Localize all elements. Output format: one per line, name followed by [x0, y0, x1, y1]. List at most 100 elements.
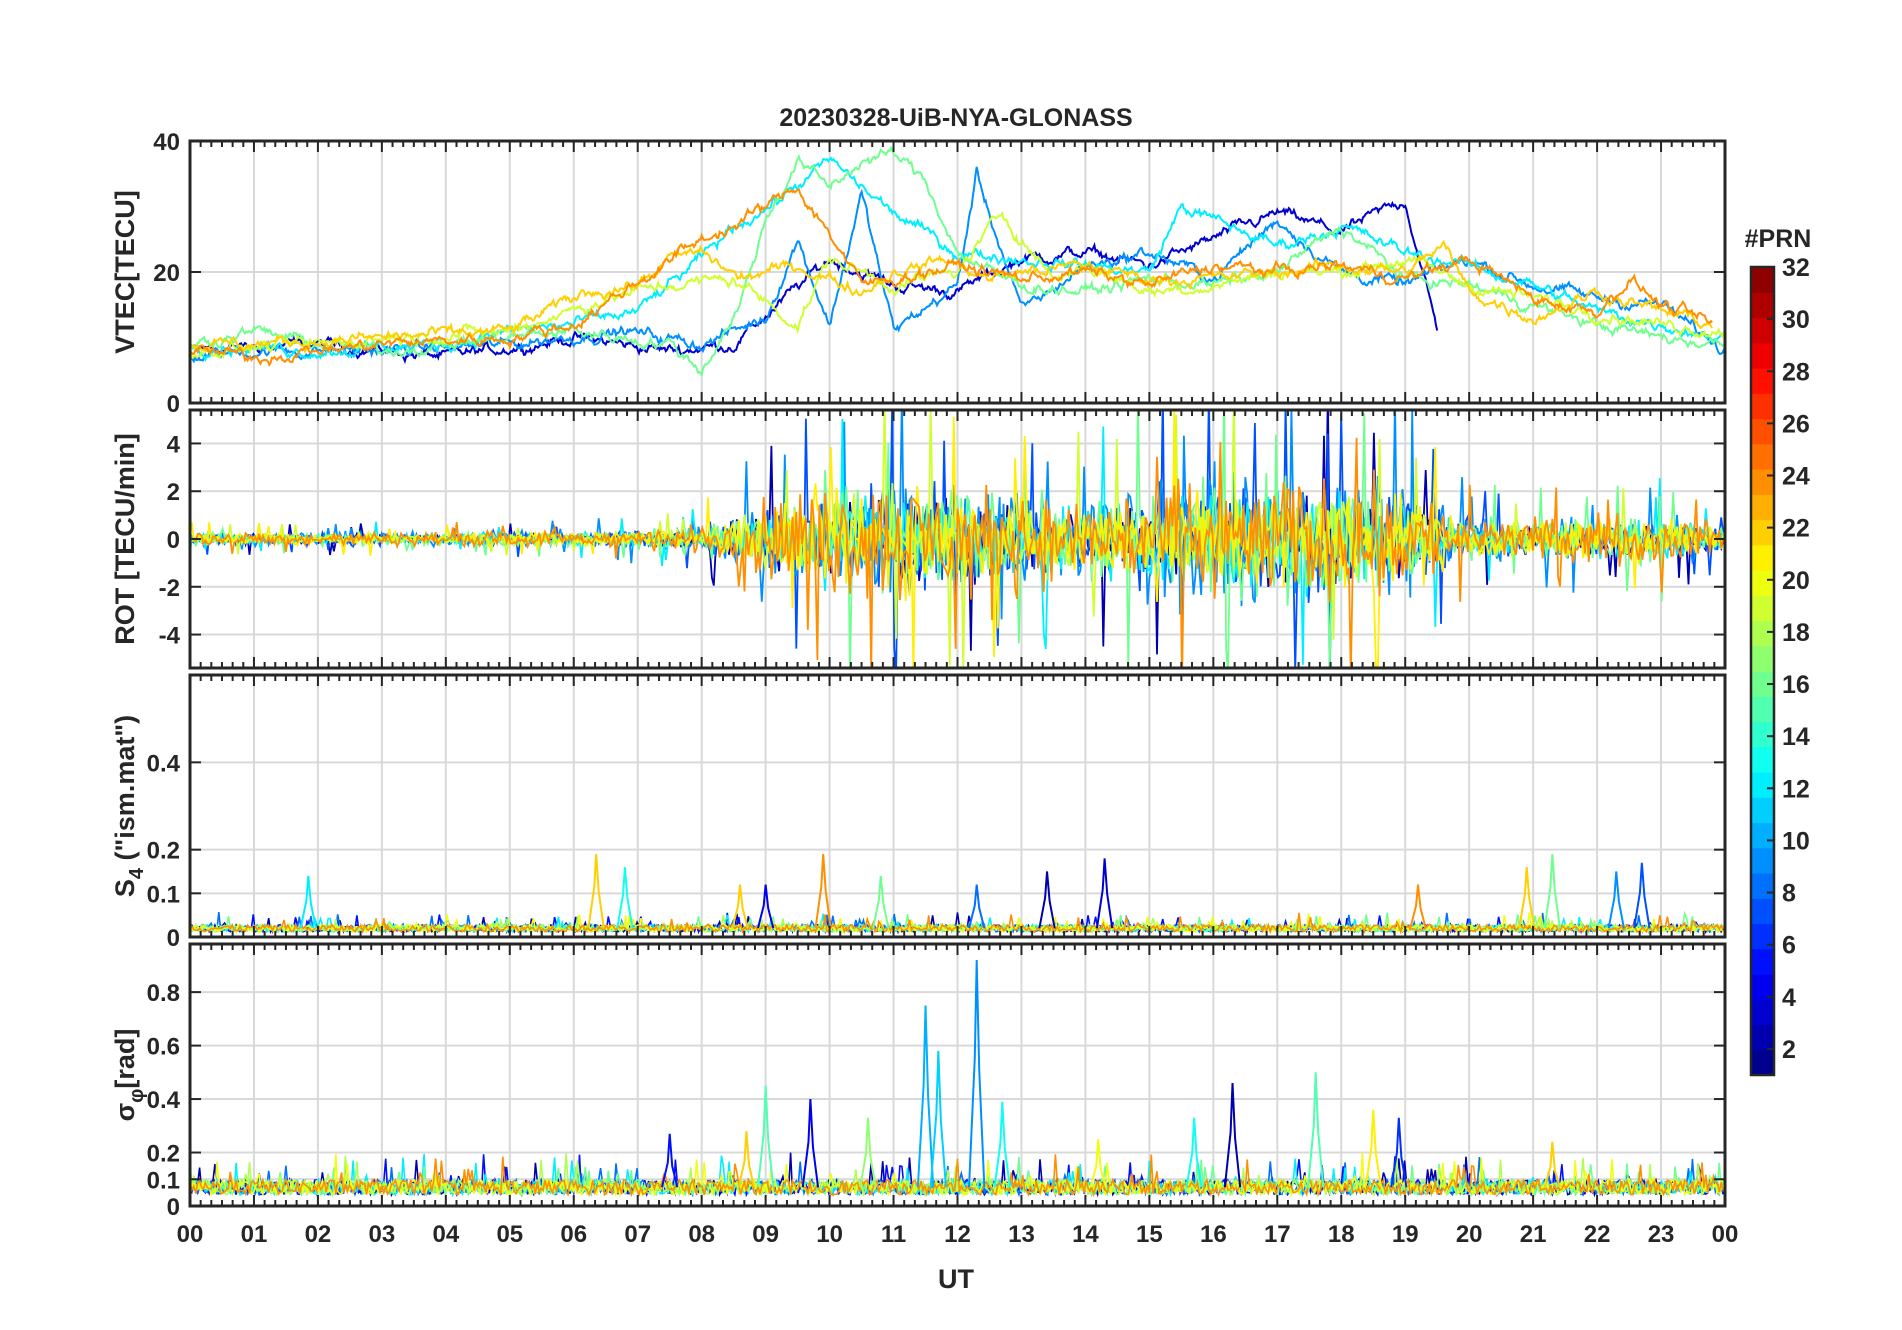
x-tick-label: 17: [1264, 1221, 1291, 1248]
colorbar-tick-label: 6: [1782, 932, 1796, 960]
colorbar-segment: [1751, 519, 1774, 546]
vtec-panel: 0 20 40 VTEC[TECU]: [110, 129, 1727, 418]
x-tick-label: 14: [1072, 1221, 1099, 1248]
x-axis-label: UT: [938, 1264, 974, 1294]
y-tick-label: 0: [167, 1194, 180, 1221]
colorbar-segment: [1751, 721, 1774, 748]
sigma_phi-spike: [993, 1101, 1011, 1188]
x-tick-label: 00: [1712, 1221, 1739, 1248]
ylabel-main: S: [110, 879, 140, 897]
colorbar-segment: [1751, 797, 1774, 824]
x-tick-label: 12: [944, 1221, 971, 1248]
ylabel-subscript: φ: [126, 1089, 148, 1103]
y-tick-label: 0.1: [147, 881, 180, 908]
sigma_phi-spike: [916, 1005, 935, 1188]
axes-frame: [188, 139, 1727, 405]
y-tick-label: -4: [159, 623, 181, 650]
x-tick-label: 06: [560, 1221, 587, 1248]
colorbar-tick-label: 10: [1782, 827, 1810, 855]
colorbar-segment: [1751, 1024, 1774, 1051]
data-layer: [190, 410, 1724, 668]
colorbar-segment: [1751, 772, 1774, 798]
colorbar-segment: [1751, 873, 1774, 899]
y-tick-label: 20: [153, 260, 180, 287]
colorbar-segment: [1751, 443, 1774, 470]
colorbar-segment: [1751, 822, 1774, 849]
colorbar-segment: [1751, 469, 1774, 495]
colorbar-tick-label: 24: [1782, 463, 1810, 491]
tick-marks: [189, 675, 1726, 938]
y-tick-label: 0.6: [147, 1034, 180, 1061]
vtec-series-prn-24: [190, 188, 1713, 367]
x-tick-label: 23: [1648, 1221, 1675, 1248]
colorbar-tick-label: 22: [1782, 515, 1810, 543]
s4-spike: [1409, 884, 1427, 929]
y-tick-label: 0.1: [147, 1167, 180, 1194]
sigma_phi-series-prn-24: [190, 1154, 1724, 1198]
y-tick-label: 0.4: [147, 1087, 181, 1114]
s4-spike: [1095, 858, 1114, 929]
x-tick-label: 16: [1200, 1221, 1227, 1248]
s4-spike: [587, 853, 605, 929]
sigma_phi-spike: [929, 1050, 947, 1188]
colorbar-segment: [1751, 1049, 1774, 1076]
data-layer: [190, 960, 1724, 1198]
axes-frame: [188, 408, 1727, 670]
sigma_phi-spike: [1543, 1141, 1561, 1188]
y-tick-label: 0.8: [147, 980, 180, 1007]
x-tick-label: 04: [432, 1221, 459, 1248]
ylabel-main: σ: [110, 1103, 140, 1121]
s4-spike: [1518, 867, 1536, 929]
s4-spike: [872, 875, 890, 929]
s4-spike: [616, 867, 634, 929]
y-tick-label: 40: [153, 129, 180, 156]
x-tick-label: 03: [369, 1221, 396, 1248]
colorbar-segment: [1751, 418, 1774, 445]
axes-frame: [188, 673, 1727, 939]
x-tick-label: 21: [1520, 1221, 1547, 1248]
colorbar-tick-label: 2: [1782, 1036, 1796, 1064]
sigma-phi-panel: 00.10.2 0.4 0.6 0.8 σφ[rad]: [110, 942, 1727, 1221]
colorbar-segment: [1751, 342, 1774, 369]
colorbar-segment: [1751, 847, 1774, 874]
sigma_phi-spike: [1390, 1117, 1408, 1188]
colorbar-tick-label: 26: [1782, 410, 1810, 438]
sigma_phi-spike: [1089, 1139, 1107, 1188]
ylabel-rest: [rad]: [110, 1029, 140, 1089]
x-tick-label: 11: [881, 1221, 906, 1248]
sigma_phi-spike: [756, 1085, 775, 1188]
y-tick-label: 0: [167, 527, 180, 554]
sigma_phi-spike: [801, 1099, 820, 1188]
s4-y-axis-label: S4 ("ism.mat"): [110, 715, 148, 897]
colorbar-segment: [1751, 595, 1774, 622]
y-tick-label: 0.4: [147, 750, 181, 777]
y-tick-label: 2: [167, 479, 180, 506]
s4-spike: [968, 884, 986, 929]
x-tick-label: 20: [1456, 1221, 1483, 1248]
x-tick-label: 05: [496, 1221, 523, 1248]
y-tick-label: 0: [167, 391, 180, 418]
x-tick-label: 22: [1584, 1221, 1611, 1248]
sigma_phi-y-axis-label: σφ[rad]: [110, 1029, 148, 1122]
colorbar-tick-label: 8: [1782, 880, 1796, 908]
x-tick-label: 02: [305, 1221, 332, 1248]
rot-y-axis-label: ROT [TECU/min]: [110, 433, 140, 644]
colorbar-tick-label: 12: [1782, 775, 1810, 803]
x-tick-label: 10: [816, 1221, 843, 1248]
colorbar-tick-label: 18: [1782, 619, 1810, 647]
sigma_phi-spike: [859, 1117, 877, 1188]
colorbar-tick-label: 14: [1782, 723, 1810, 751]
s4-panel: 00.10.20.4S4 ("ism.mat"): [110, 673, 1727, 952]
sigma_phi-spike: [1306, 1072, 1325, 1188]
colorbar-segment: [1751, 948, 1774, 975]
s4-spike: [299, 875, 317, 929]
colorbar-segment: [1751, 544, 1774, 571]
colorbar-segment: [1751, 494, 1774, 521]
s4-spike: [731, 884, 749, 929]
x-tick-label: 09: [752, 1221, 779, 1248]
y-tick-label: -2: [159, 575, 180, 602]
sigma_phi-spike: [968, 960, 986, 1188]
sigma_phi-spike: [1185, 1117, 1203, 1188]
axes-frame: [188, 942, 1727, 1208]
